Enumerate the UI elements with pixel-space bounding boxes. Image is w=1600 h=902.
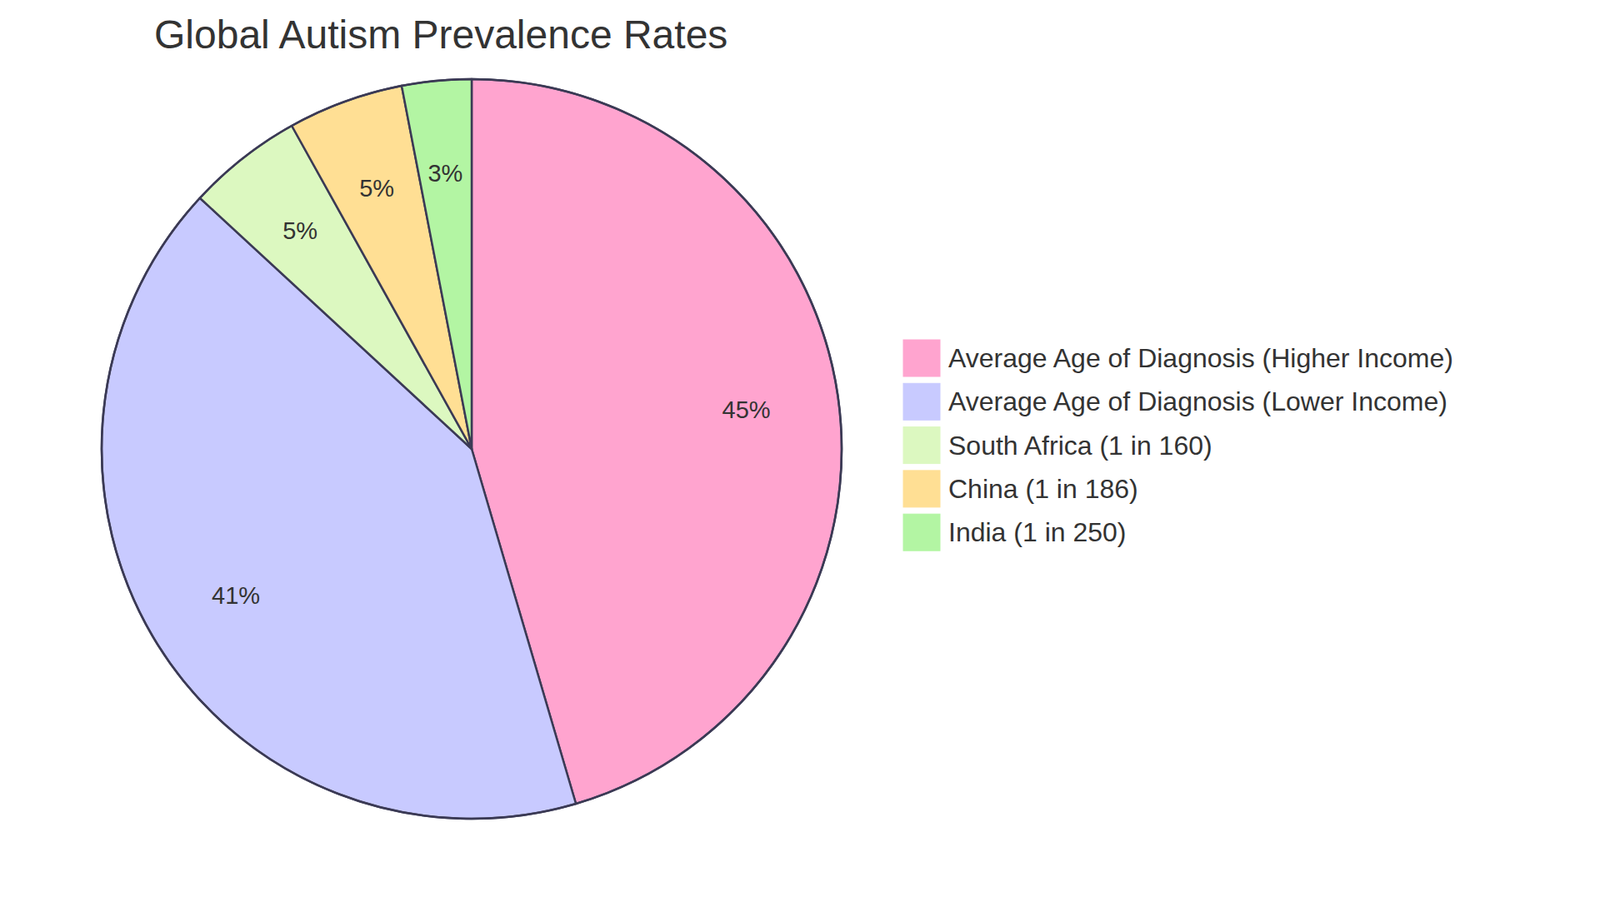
legend-label: China (1 in 186): [948, 474, 1139, 505]
data-label: 3%: [427, 160, 463, 187]
slices: [101, 79, 842, 820]
data-label: 45%: [722, 396, 771, 424]
pie-chart: Global Autism Prevalence Rates 45% 41% 5% 5%…: [0, 0, 1600, 902]
chart-container: Global Autism Prevalence Rates 45% 41% 5% 5%…: [0, 0, 1600, 902]
pie-outline: [101, 79, 842, 820]
legend-label: Average Age of Diagnosis (Lower Income): [948, 386, 1448, 417]
legend-label: India (1 in 250): [948, 517, 1126, 548]
pie-slice: [401, 79, 472, 450]
legend-label: South Africa (1 in 160): [948, 430, 1213, 461]
legend-swatch: [903, 340, 940, 377]
data-label: 5%: [359, 175, 395, 202]
data-label: 5%: [282, 217, 318, 245]
legend-swatch: [903, 470, 940, 508]
legend-swatch: [903, 514, 940, 551]
title: Global Autism Prevalence Rates: [154, 12, 728, 57]
data-labels: 45% 41% 5% 5% 3%: [211, 160, 771, 610]
legend: Average Age of Diagnosis (Higher Income)…: [903, 340, 1454, 551]
legend-swatch: [903, 427, 940, 465]
legend-label: Average Age of Diagnosis (Higher Income): [948, 343, 1454, 374]
data-label: 41%: [211, 582, 260, 610]
legend-swatch: [903, 383, 940, 420]
